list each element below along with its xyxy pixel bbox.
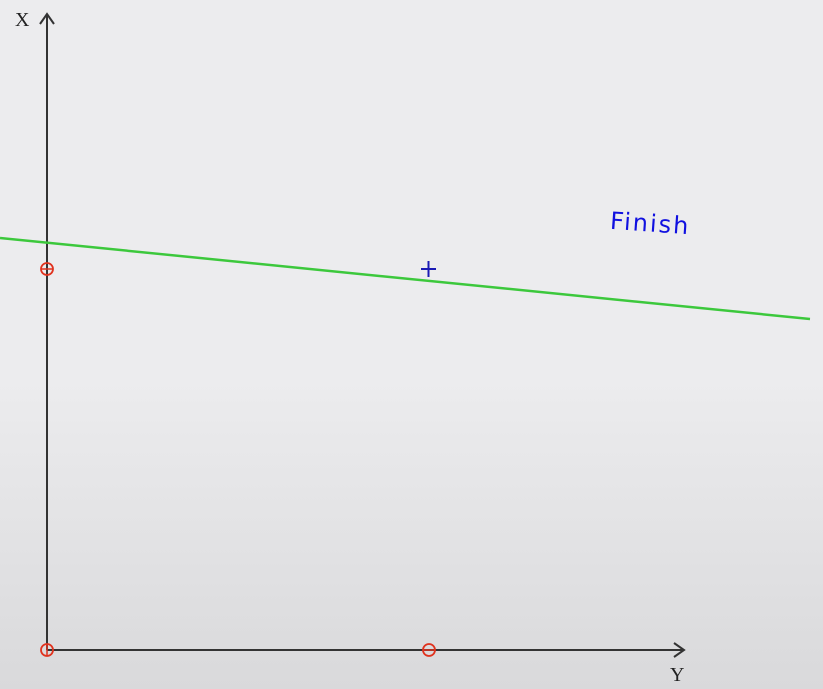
vertical-axis-arrowhead	[39, 12, 55, 25]
x-axis-label: X	[15, 9, 30, 31]
horizontal-axis-arrowhead	[673, 642, 686, 658]
finish-annotation: Finish	[609, 207, 691, 241]
y-axis-label: Y	[670, 664, 684, 686]
fitted-line	[0, 236, 811, 321]
plus-point	[421, 261, 436, 277]
